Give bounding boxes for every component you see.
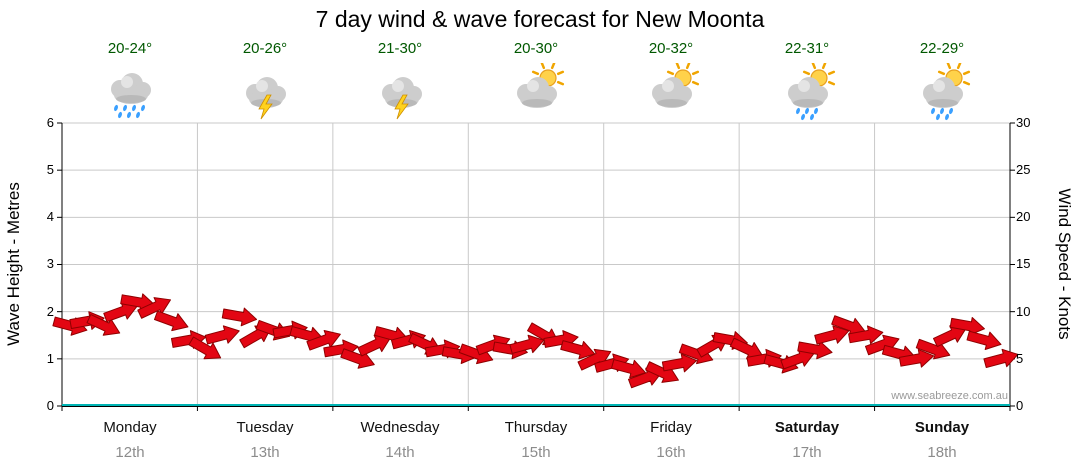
day-date-friday: 16th — [656, 444, 686, 461]
day-date-tuesday: 13th — [250, 444, 280, 461]
y-axis-left-tick-0: 0 — [46, 398, 54, 413]
page-title: 7 day wind & wave forecast for New Moont… — [315, 6, 765, 32]
temp-range-tuesday: 20-26° — [242, 40, 288, 57]
y-axis-right-title: Wind Speed - Knots — [1055, 188, 1074, 340]
day-date-sunday: 18th — [927, 444, 957, 461]
storm-cloud-icon — [372, 63, 430, 121]
y-axis-left-tick-1: 1 — [46, 351, 54, 366]
y-axis-left-title: Wave Height - Metres — [4, 182, 23, 346]
day-label-thursday: Thursday — [504, 419, 568, 436]
sun-cloud-rain-icon — [913, 61, 971, 121]
y-axis-right-tick-1: 5 — [1016, 351, 1024, 366]
sun-cloud-icon — [507, 61, 565, 121]
y-axis-right-tick-0: 0 — [1016, 398, 1024, 413]
y-axis-right-tick-2: 10 — [1016, 304, 1031, 319]
temp-range-monday: 20-24° — [107, 40, 153, 57]
day-date-monday: 12th — [115, 444, 145, 461]
y-axis-right-tick-3: 15 — [1016, 256, 1031, 271]
day-date-wednesday: 14th — [385, 444, 415, 461]
day-date-thursday: 15th — [521, 444, 551, 461]
sun-cloud-rain-icon — [778, 61, 836, 121]
temp-range-saturday: 22-31° — [784, 40, 830, 57]
y-axis-left-tick-6: 6 — [46, 115, 54, 130]
storm-cloud-icon — [236, 63, 294, 121]
day-label-wednesday: Wednesday — [360, 419, 440, 436]
temp-range-thursday: 20-30° — [513, 40, 559, 57]
y-axis-right-tick-4: 20 — [1016, 209, 1031, 224]
rain-cloud-icon — [101, 63, 159, 121]
temp-range-wednesday: 21-30° — [377, 40, 423, 57]
temp-range-friday: 20-32° — [648, 40, 694, 57]
day-label-monday: Monday — [103, 419, 157, 436]
temp-range-sunday: 22-29° — [919, 40, 965, 57]
y-axis-left-tick-5: 5 — [46, 162, 54, 177]
y-axis-right-tick-6: 30 — [1016, 115, 1031, 130]
day-label-friday: Friday — [650, 419, 692, 436]
day-label-sunday: Sunday — [914, 419, 970, 436]
watermark: www.seabreeze.com.au — [891, 390, 1008, 402]
y-axis-right-tick-5: 25 — [1016, 162, 1031, 177]
day-label-saturday: Saturday — [774, 419, 840, 436]
y-axis-left-tick-3: 3 — [46, 256, 54, 271]
day-date-saturday: 17th — [792, 444, 822, 461]
y-axis-left-tick-4: 4 — [46, 209, 54, 224]
sun-cloud-icon — [642, 61, 700, 121]
y-axis-left-tick-2: 2 — [46, 304, 54, 319]
day-label-tuesday: Tuesday — [236, 419, 294, 436]
